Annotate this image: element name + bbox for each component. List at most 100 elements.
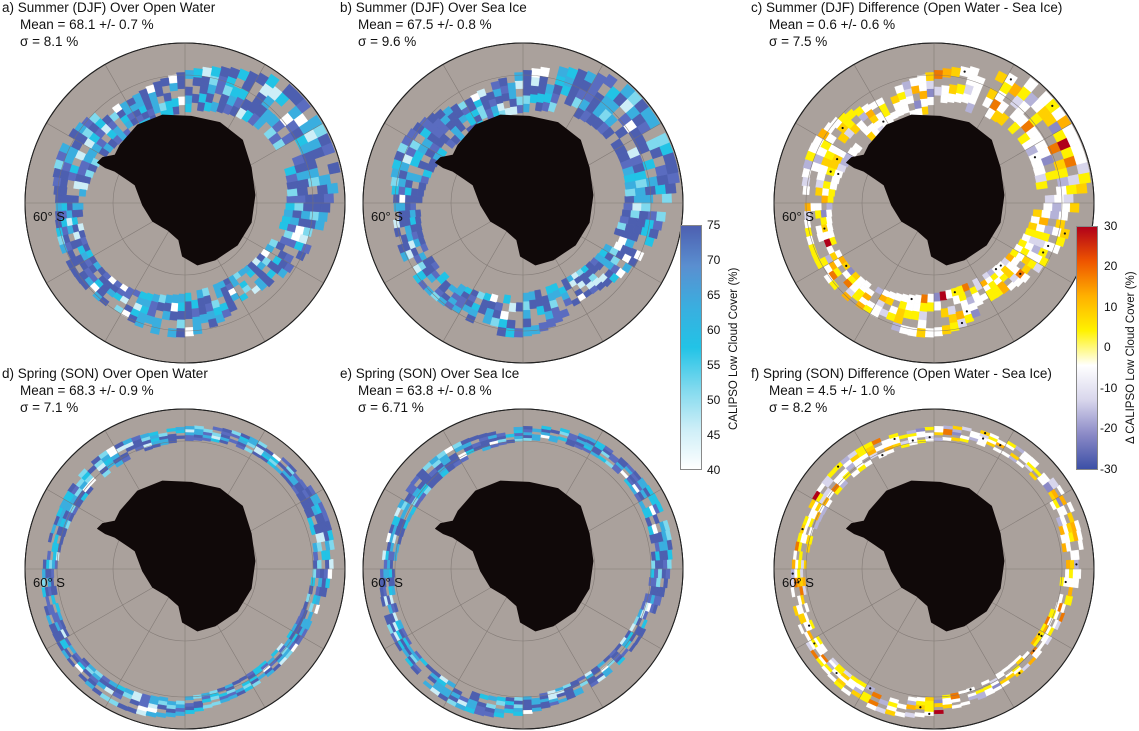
data-cell [933,292,941,302]
data-cell [444,300,455,311]
data-cell [1032,209,1043,218]
meridian-line [853,577,930,708]
data-cell [150,324,161,335]
data-cell [933,437,943,442]
panel-mean: Mean = 67.5 +/- 0.8 % [358,17,492,32]
data-cell [913,294,923,305]
data-cell [464,706,476,715]
data-cell [655,577,661,588]
significance-dot [791,572,794,575]
colorbar-tick: 40 [707,463,721,477]
data-cell [513,704,524,709]
data-cell [155,712,167,718]
data-cell [514,328,524,338]
data-cell [199,84,209,95]
data-cell [825,209,833,218]
data-cell [630,209,641,219]
data-cell [316,559,322,570]
meridian-line [442,577,519,708]
data-cell [410,188,418,197]
data-cell [423,285,435,297]
panel-c: c) Summer (DJF) Difference (Open Water -… [749,0,1121,365]
colorbar-gradient [680,225,702,470]
data-cell [662,559,668,570]
data-cell [513,429,524,434]
panel-mean: Mean = 68.3 +/- 0.9 % [20,383,154,398]
data-cell [522,86,531,96]
data-cell [286,195,297,204]
data-cell [918,311,928,321]
data-cell [80,182,89,191]
data-cell [42,559,47,570]
data-cell [404,195,412,204]
data-cell [41,587,47,598]
data-cell [509,98,517,108]
significance-dot [969,688,972,691]
data-cell [933,301,942,311]
data-cell [79,279,91,291]
data-cell [201,66,213,78]
data-cell [927,293,935,303]
data-cell [643,194,654,204]
data-cell [72,195,79,204]
data-cell [215,313,226,324]
data-cell [855,300,866,311]
data-cell [618,456,629,467]
data-cell [505,327,515,338]
data-cell [505,433,515,438]
data-cell [325,549,331,560]
data-cell [298,479,308,490]
data-cell [912,302,921,313]
significance-dot [807,624,811,627]
data-cell [1022,450,1033,460]
polar-map: 60° S [362,408,684,730]
data-cell [168,74,178,84]
data-cell [1009,452,1020,461]
data-cell [952,425,963,431]
data-cell [74,273,85,284]
data-cell [1063,193,1074,204]
data-cell [933,431,944,436]
data-cell [522,437,532,442]
data-cell [416,195,423,204]
data-cell [940,85,950,95]
significance-dot [1040,634,1043,637]
colorbar-tick: 50 [707,393,721,407]
data-cell [298,217,309,228]
data-cell [74,663,84,673]
data-cell [577,432,589,440]
panel-d: d) Spring (SON) Over Open Water Mean = 6… [0,366,372,731]
data-cell [663,578,669,589]
data-cell [641,202,651,212]
data-cell [292,209,303,219]
data-cell [294,202,304,211]
data-cell [815,187,823,196]
significance-dot [919,706,922,709]
data-cell [48,559,53,570]
data-cell [184,428,195,433]
data-cell [171,98,179,108]
data-cell [909,77,919,87]
data-cell [1058,612,1066,623]
data-cell [316,184,329,195]
data-cell [950,698,961,703]
data-cell [167,327,177,338]
data-cell [184,703,195,708]
data-cell [661,193,672,204]
data-cell [498,318,508,329]
data-cell [1020,272,1031,284]
data-cell [557,436,568,442]
data-cell [1065,559,1071,570]
data-cell [169,311,179,321]
data-cell [201,698,212,703]
data-cell [803,602,810,613]
data-cell [790,587,796,598]
data-cell [78,188,87,197]
data-cell [522,703,533,708]
significance-dot [882,120,885,123]
data-cell [919,90,928,100]
data-cell [506,319,516,330]
data-cell [67,482,77,493]
data-cell [390,176,400,187]
data-cell [815,202,822,211]
